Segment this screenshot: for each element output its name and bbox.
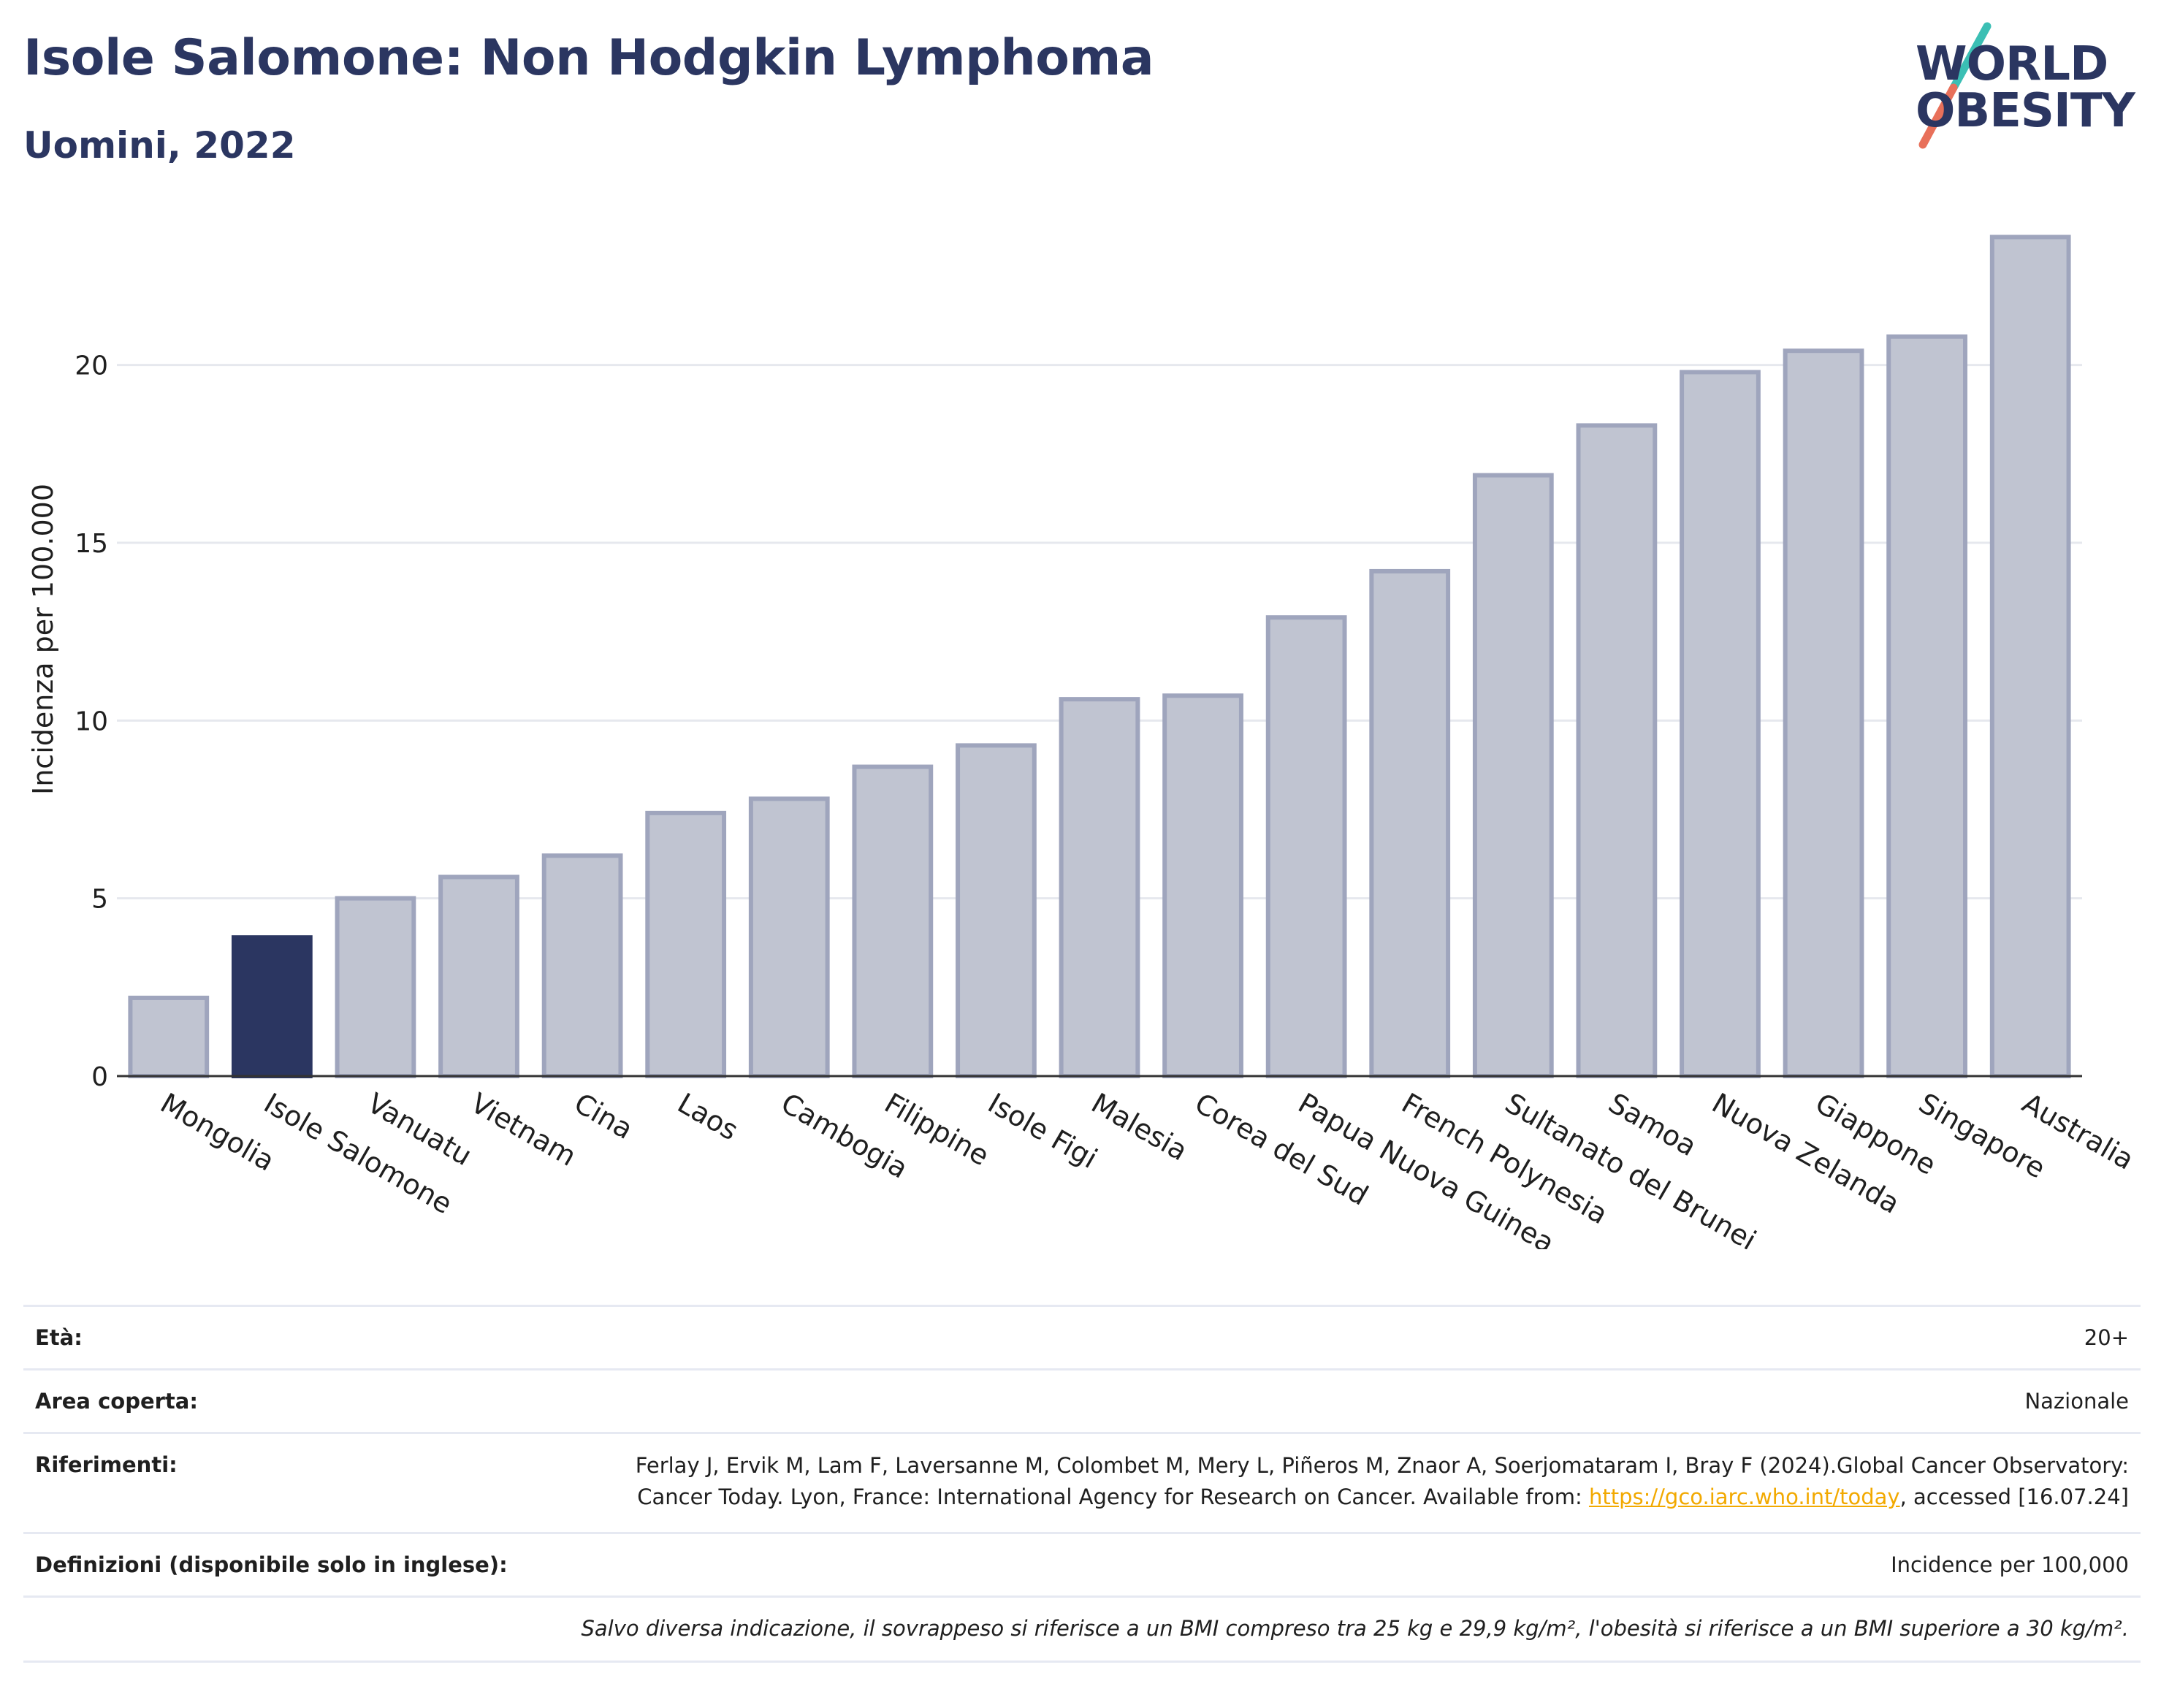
age-label: Età: [35, 1325, 83, 1350]
y-axis-label: Incidenza per 100.000 [27, 484, 59, 795]
bar-malesia[interactable] [1059, 697, 1140, 1078]
x-tick-label: Corea del Sud [1189, 1087, 1373, 1212]
info-row-area: Area coperta: Nazionale [23, 1368, 2141, 1432]
x-tick-label: Isole Salomone [259, 1087, 457, 1221]
references-text: Ferlay J, Ervik M, Lam F, Laversanne M, … [635, 1453, 2129, 1509]
bar-isole-figi[interactable] [956, 743, 1037, 1079]
bar-vanuatu[interactable] [335, 896, 416, 1079]
bar-cina[interactable] [541, 853, 623, 1078]
references-value: Ferlay J, Ervik M, Lam F, Laversanne M, … [609, 1450, 2129, 1513]
bars [128, 235, 2071, 1079]
x-tick-label: Laos [672, 1087, 744, 1147]
chart-subtitle: Uomini, 2022 [23, 124, 296, 167]
info-row-references: Riferimenti: Ferlay J, Ervik M, Lam F, L… [23, 1432, 2141, 1532]
age-value: 20+ [2084, 1325, 2129, 1350]
bar-nuova-zelanda[interactable] [1680, 370, 1761, 1078]
references-link[interactable]: https://gco.iarc.who.int/today [1588, 1484, 1900, 1509]
y-tick-label: 10 [75, 706, 108, 736]
bar-cambogia[interactable] [748, 796, 830, 1079]
bar-sultanato-del-brunei[interactable] [1472, 473, 1554, 1078]
info-row-definitions: Definizioni (disponibile solo in inglese… [23, 1532, 2141, 1595]
logo-word-obesity: OBESITY [1916, 84, 2135, 138]
bar-singapore[interactable] [1886, 334, 1968, 1078]
x-tick-label: Vietnam [465, 1087, 582, 1173]
x-tick-label: Nuova Zelanda [1707, 1087, 1905, 1220]
bar-giappone[interactable] [1783, 348, 1864, 1078]
y-tick-label: 5 [91, 885, 108, 915]
references-accessed: , accessed [16.07.24] [1899, 1484, 2129, 1509]
bar-samoa[interactable] [1576, 423, 1658, 1078]
y-tick-label: 20 [75, 351, 108, 381]
x-tick-label: Cina [569, 1087, 639, 1145]
y-tick-label: 15 [75, 529, 108, 559]
bar-filippine[interactable] [852, 764, 934, 1078]
y-axis-ticks: 0 5 10 15 20 [75, 351, 108, 1092]
references-label: Riferimenti: [35, 1452, 178, 1477]
definitions-value: Incidence per 100,000 [1891, 1552, 2129, 1577]
x-tick-label: Isole Figi [983, 1087, 1103, 1175]
bar-laos[interactable] [645, 810, 727, 1078]
info-row-age: Età: 20+ [23, 1305, 2141, 1368]
definitions-label: Definizioni (disponibile solo in inglese… [35, 1552, 508, 1577]
bar-mongolia[interactable] [128, 995, 210, 1079]
x-tick-label: Mongolia [155, 1087, 280, 1178]
bar-isole-salomone[interactable] [231, 935, 313, 1079]
world-obesity-logo[interactable]: WORLD OBESITY [1907, 20, 2148, 159]
bar-corea-del-sud[interactable] [1162, 693, 1243, 1078]
bmi-footnote: Salvo diversa indicazione, il sovrappeso… [23, 1595, 2141, 1663]
bar-french-polynesia[interactable] [1369, 568, 1451, 1078]
area-label: Area coperta: [35, 1389, 198, 1414]
bar-vietnam[interactable] [438, 874, 519, 1078]
y-tick-label: 0 [91, 1062, 108, 1092]
logo-word-world: WORLD [1916, 37, 2108, 91]
bar-papua-nuova-guinea[interactable] [1265, 615, 1347, 1078]
info-table: Età: 20+ Area coperta: Nazionale Riferim… [23, 1305, 2141, 1663]
x-tick-label: Malesia [1086, 1087, 1193, 1167]
chart-title: Isole Salomone: Non Hodgkin Lymphoma [23, 29, 1154, 87]
area-value: Nazionale [2024, 1389, 2129, 1414]
bar-australia[interactable] [1989, 235, 2071, 1078]
world-obesity-slash-icon [1918, 22, 1992, 149]
